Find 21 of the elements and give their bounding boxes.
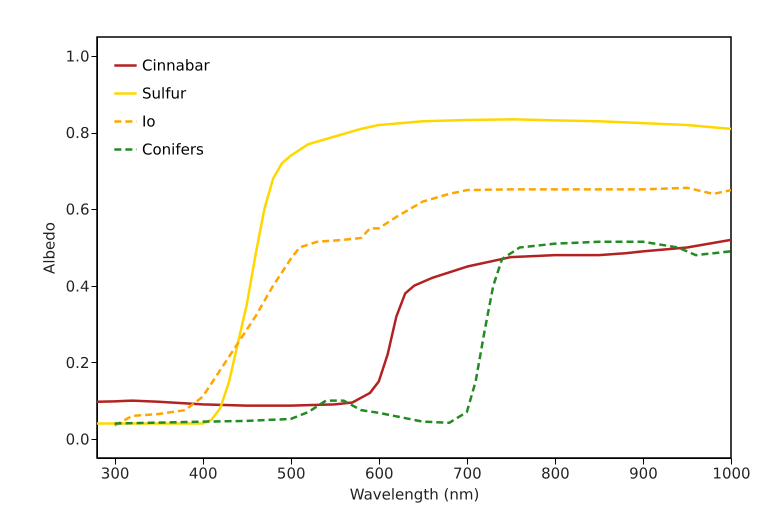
x-tick-label: 500: [276, 464, 306, 482]
x-tick-label: 600: [364, 464, 394, 482]
legend-label: Io: [142, 112, 156, 130]
y-tick-label: 0.6: [66, 200, 90, 219]
x-tick-label: 900: [629, 464, 658, 482]
x-tick-label: 700: [453, 464, 482, 482]
x-tick-label: 300: [100, 464, 130, 482]
y-axis-title: Albedo: [40, 222, 59, 274]
legend-label: Cinnabar: [142, 56, 211, 74]
y-tick-label: 0.2: [66, 354, 90, 372]
y-tick-label: 0.4: [66, 277, 90, 296]
x-tick-label: 1000: [712, 464, 751, 482]
x-tick-label: 800: [541, 464, 570, 482]
legend-label: Sulfur: [142, 84, 187, 102]
y-tick-label: 1.0: [66, 48, 90, 66]
y-tick-label: 0.8: [66, 124, 90, 142]
line-series: [113, 186, 731, 427]
y-tick-label: 0.0: [66, 430, 90, 448]
x-axis-title: Wavelength (nm): [350, 486, 480, 504]
legend-label: Conifers: [142, 140, 204, 158]
x-tick-label: 400: [188, 464, 218, 482]
